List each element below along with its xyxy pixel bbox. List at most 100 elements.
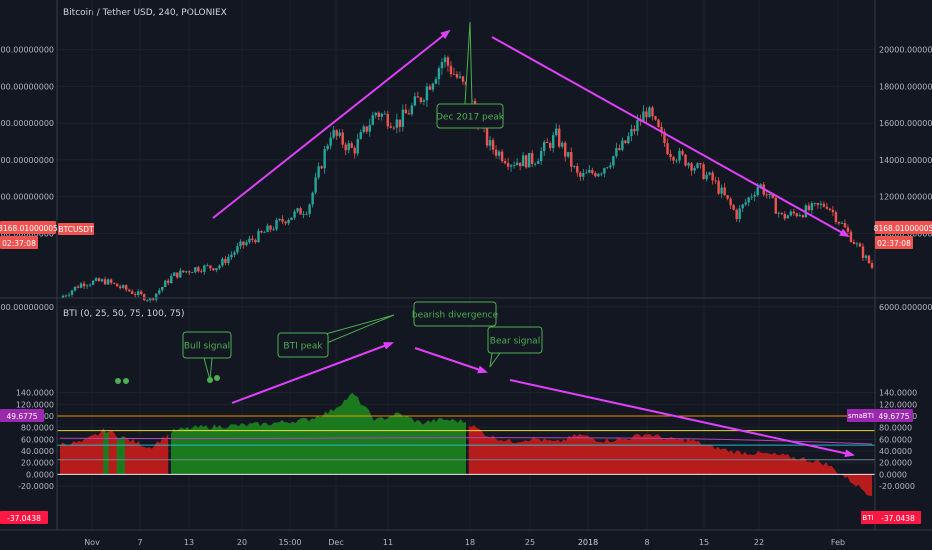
bti-value-badge-right: -37.0438	[881, 514, 915, 523]
price-candle-body	[79, 283, 83, 288]
price-candle-body	[206, 265, 209, 267]
price-candle-body	[597, 173, 600, 177]
price-candle-body	[115, 283, 119, 287]
price-candle-body	[428, 86, 432, 90]
price-candle-body	[302, 214, 305, 215]
price-candle-body	[840, 223, 844, 224]
last-price-badge-left-bg	[0, 221, 56, 234]
price-candle-body	[416, 96, 420, 98]
price-candle-body	[140, 291, 143, 295]
price-candle-body	[825, 206, 829, 209]
bti-peak-callout[interactable]: BTI peak	[277, 314, 395, 358]
bear-signal-callout-text: Bear signal	[490, 337, 540, 347]
price-candle-body	[666, 143, 669, 155]
price-candle-body	[843, 223, 847, 228]
price-candle-body	[233, 252, 236, 255]
price-candle-body	[338, 132, 341, 136]
price-candle-body	[263, 232, 266, 233]
price-candle-body	[669, 154, 672, 157]
dec-2017-peak-callout-text: Dec 2017 peak	[436, 113, 505, 123]
price-candle-body	[747, 197, 750, 203]
price-candle-body	[212, 268, 215, 271]
price-candle-body	[624, 140, 627, 144]
price-candle-body	[798, 215, 802, 217]
price-candle-body	[347, 143, 350, 151]
price-candle-body	[326, 145, 329, 150]
bti-area-bull-blip	[116, 436, 125, 475]
price-candle-body	[627, 136, 630, 144]
price-candle-body	[203, 265, 206, 272]
price-candle-body	[690, 163, 693, 171]
price-candle-body	[588, 170, 591, 173]
bti-peak-arrow	[414, 347, 488, 374]
price-candle-body	[542, 141, 546, 151]
price-candle-body	[807, 205, 811, 211]
bti-tick-label-right: 140.0000	[879, 389, 917, 398]
price-candle-body	[76, 286, 80, 288]
price-candle-body	[648, 107, 651, 118]
sma-value-badge-left-bg	[0, 409, 44, 422]
price-candle-body	[702, 164, 705, 180]
price-candle-body	[497, 151, 501, 156]
price-candle-body	[645, 111, 648, 118]
price-candle-body	[437, 68, 441, 80]
price-candle-body	[705, 174, 708, 180]
sma-value-badge-left: 49.6775	[6, 412, 37, 421]
price-candle-body	[771, 193, 774, 198]
bti-area-bear	[60, 428, 169, 475]
price-candle-body	[106, 279, 110, 285]
price-candle-body	[356, 139, 359, 154]
bti-tick-label-left: 140.0000	[16, 389, 54, 398]
price-candle-body	[329, 137, 332, 146]
time-tick-label: 2018	[578, 538, 598, 547]
price-candle-body	[870, 263, 874, 268]
price-candle-body	[257, 230, 260, 243]
price-candle-body	[404, 109, 408, 114]
price-candle-body	[582, 173, 585, 177]
price-candle-body	[311, 192, 314, 205]
time-tick-label: 13	[184, 538, 194, 547]
bti-value-badge-right-bg	[875, 511, 921, 524]
price-candle-body	[738, 208, 741, 220]
price-candle-body	[828, 208, 832, 210]
price-candle-body	[485, 126, 489, 146]
price-candle-body	[170, 275, 173, 284]
price-candle-body	[527, 153, 531, 168]
last-price-badge-right: 8168.01000005	[874, 224, 932, 233]
bull-signal-callout[interactable]: Bull signal	[182, 331, 232, 381]
price-candle-body	[780, 212, 783, 214]
symbol-badge-bg	[58, 223, 94, 235]
bull-signal-dot	[115, 378, 121, 384]
price-candle-body	[341, 132, 344, 145]
price-candle-body	[521, 155, 525, 167]
price-candle-body	[768, 193, 771, 196]
price-candle-body	[443, 57, 447, 63]
price-candle-body	[269, 225, 272, 230]
price-candle-body	[509, 165, 513, 167]
price-candle-body	[317, 166, 320, 178]
price-candle-body	[365, 126, 368, 132]
price-candle-body	[555, 128, 558, 136]
price-candle-body	[85, 285, 89, 287]
price-candle-body	[245, 242, 248, 246]
price-candle-body	[94, 278, 98, 281]
price-candle-body	[777, 212, 780, 214]
bearish-divergence-callout[interactable]: bearish divergence	[412, 301, 499, 327]
price-tick-label-right: 18000.00000000	[879, 82, 932, 91]
price-candle-body	[458, 76, 462, 78]
price-candle-body	[248, 238, 251, 243]
price-candle-body	[678, 150, 681, 161]
dec-2017-peak-callout[interactable]: Dec 2017 peak	[436, 21, 505, 129]
price-candle-body	[218, 265, 221, 269]
price-candle-body	[242, 241, 245, 246]
time-tick-label: 11	[383, 538, 393, 547]
price-candle-body	[112, 282, 116, 284]
bear-signal-callout[interactable]: Bear signal	[487, 326, 543, 368]
price-candle-body	[717, 180, 720, 194]
price-candle-body	[82, 283, 86, 287]
price-candle-body	[549, 142, 552, 149]
price-candle-body	[224, 258, 227, 264]
price-candle-body	[209, 265, 212, 269]
bear-signal-callout-tail	[489, 352, 501, 368]
